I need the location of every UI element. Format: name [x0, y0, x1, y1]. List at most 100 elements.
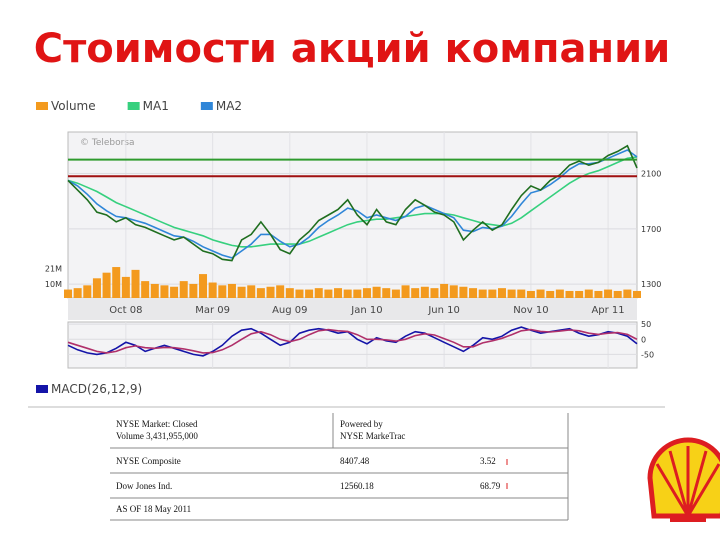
table: [110, 413, 569, 521]
x-tick-label: Jan 10: [350, 305, 382, 316]
volume-bar: [227, 283, 236, 298]
legend-swatch: [36, 102, 48, 110]
y-tick-label: -50: [641, 350, 654, 359]
volume-bar: [334, 288, 343, 298]
watermark: © Teleborsa: [80, 138, 135, 148]
slide-title: Стоимости акций компании: [34, 26, 670, 72]
x-tick-label: Apr 11: [591, 305, 624, 316]
volume-bar: [536, 289, 545, 298]
volume-bar: [478, 289, 487, 298]
x-tick-label: Nov 10: [513, 305, 548, 316]
legend-label: MACD(26,12,9): [51, 382, 142, 396]
volume-bar: [160, 285, 169, 298]
legend-label: MA1: [143, 99, 169, 113]
volume-bar: [314, 288, 323, 298]
volume-bar: [604, 289, 613, 298]
volume-bar: [170, 286, 179, 298]
cell: Powered by: [340, 419, 383, 429]
volume-bar: [546, 290, 555, 298]
volume-bar: [449, 285, 458, 298]
volume-bar: [247, 285, 256, 298]
macd-plot: [67, 321, 638, 369]
volume-bar: [295, 289, 304, 298]
volume-bar: [440, 283, 449, 298]
volume-bar: [305, 289, 314, 298]
volume-bar: [633, 290, 641, 298]
volume-bar: [507, 289, 516, 298]
volume-bar: [565, 290, 574, 298]
volume-bar: [112, 267, 121, 298]
volume-bar: [102, 272, 111, 298]
volume-bar: [362, 288, 371, 298]
price-plot: [67, 131, 638, 299]
y-tick-label: 0: [641, 335, 646, 344]
volume-bar: [150, 283, 159, 298]
volume-bar: [469, 288, 478, 298]
cell: 8407.48: [340, 456, 370, 466]
volume-bar: [391, 289, 400, 298]
x-tick-label: Mar 09: [195, 305, 230, 316]
volume-bar: [594, 290, 603, 298]
volume-bar: [613, 290, 622, 298]
volume-bar: [353, 289, 362, 298]
y-tick-label: 1300: [641, 280, 661, 289]
volume-bar: [343, 289, 352, 298]
cell: NYSE Composite: [116, 456, 181, 466]
logo-base: [670, 514, 706, 522]
cell: 3.52: [480, 456, 496, 466]
volume-bar: [83, 285, 92, 298]
volume-bar: [517, 289, 526, 298]
cell: NYSE MarkeTrac: [340, 431, 405, 441]
volume-bar: [276, 285, 285, 298]
volume-bar: [459, 286, 468, 298]
cell: AS OF 18 May 2011: [116, 504, 191, 514]
volume-bar: [266, 286, 275, 298]
volume-bar: [285, 288, 294, 298]
shell-logo: [647, 437, 720, 522]
cell: Dow Jones Ind.: [116, 481, 172, 491]
volume-bar: [131, 269, 140, 298]
volume-bar: [497, 288, 506, 298]
legend-swatch: [127, 102, 140, 110]
logo-ribs: [655, 446, 720, 517]
volume-bar: [324, 289, 333, 298]
cell: 12560.18: [340, 481, 374, 491]
legend-swatch: [36, 385, 48, 393]
volume-bar: [575, 290, 584, 298]
volume-bar: [430, 288, 439, 298]
volume-bar: [218, 285, 227, 298]
volume-bar: [237, 286, 246, 298]
volume-bar: [189, 283, 198, 298]
series-line: [67, 156, 638, 248]
volume-bar: [382, 288, 391, 298]
cell: 68.79: [480, 481, 501, 491]
legend-label: MA2: [216, 99, 242, 113]
volume-bar: [92, 278, 101, 298]
series-line: [67, 328, 638, 354]
cell: NYSE Market: Closed: [116, 419, 198, 429]
volume-bar: [555, 289, 564, 298]
x-axis-strip: [68, 298, 637, 320]
volume-bar: [73, 288, 82, 298]
y2-tick-label: 21M: [45, 264, 62, 273]
volume-bar: [141, 281, 150, 298]
volume-bar: [411, 288, 420, 298]
volume-bar: [208, 282, 217, 298]
volume-bar: [179, 281, 188, 298]
series-line: [67, 326, 638, 357]
volume-bar: [372, 286, 381, 298]
x-tick-label: Aug 09: [272, 305, 307, 316]
volume-bar: [526, 290, 535, 298]
volume-bar: [121, 276, 130, 298]
y-tick-label: 50: [641, 320, 651, 329]
y-tick-label: 2100: [641, 170, 661, 179]
x-tick-label: Oct 08: [109, 305, 142, 316]
y-tick-label: 1700: [641, 225, 661, 234]
volume-bar: [199, 274, 208, 298]
volume-bar: [420, 286, 429, 298]
volume-bar: [256, 288, 265, 298]
volume-bar: [488, 289, 497, 298]
volume-bar: [584, 289, 593, 298]
x-tick-label: Jun 10: [427, 305, 460, 316]
